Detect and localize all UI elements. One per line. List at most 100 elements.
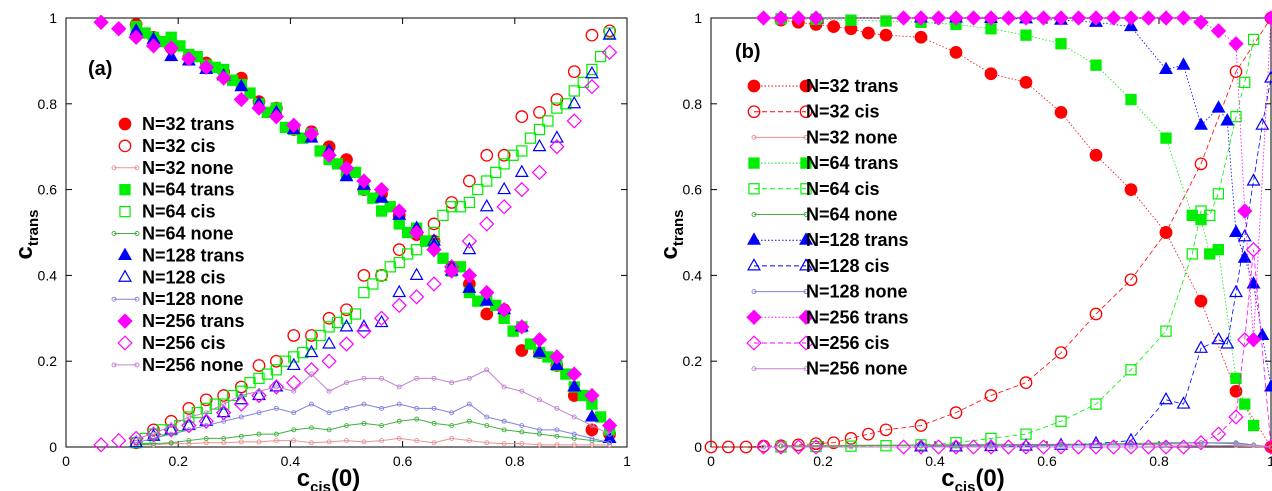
data-point: [496, 302, 512, 318]
legend-entry: N=64 none: [751, 205, 898, 225]
legend-marker: [748, 157, 760, 169]
data-point: [251, 100, 267, 116]
data-point: [256, 439, 262, 445]
data-point: [1212, 188, 1225, 200]
data-point: [1070, 439, 1087, 455]
data-point: [361, 375, 367, 381]
data-point: [446, 201, 458, 213]
data-point: [1237, 228, 1252, 242]
data-point: [308, 425, 314, 431]
legend-marker: [798, 335, 814, 351]
legend-marker: [117, 335, 133, 351]
data-point: [549, 130, 564, 143]
series-line: [136, 418, 610, 446]
data-point: [1125, 93, 1137, 106]
data-point: [1054, 106, 1068, 119]
legend-marker: [800, 183, 812, 195]
x-tick-label: 0.8: [1149, 453, 1169, 469]
legend-marker: [111, 296, 117, 302]
data-point: [1090, 398, 1102, 410]
data-point: [217, 398, 230, 410]
data-point: [1055, 415, 1067, 427]
data-point: [566, 366, 582, 382]
data-point: [221, 435, 227, 441]
data-point: [375, 269, 388, 282]
data-point: [1220, 336, 1235, 349]
data-point: [739, 440, 753, 454]
legend-marker: [119, 184, 131, 196]
series-n-256-none: [133, 367, 613, 441]
data-point: [344, 438, 349, 444]
data-point: [1035, 10, 1052, 26]
data-point: [338, 336, 355, 352]
data-point: [303, 126, 320, 142]
legend-marker: [111, 231, 117, 236]
data-point: [1124, 273, 1138, 287]
data-point: [1125, 364, 1137, 376]
data-point: [571, 414, 577, 420]
data-point: [233, 91, 249, 108]
data-point: [349, 166, 362, 179]
data-point: [466, 438, 472, 444]
legend-marker: [800, 157, 812, 169]
data-point: [1204, 209, 1216, 221]
data-point: [566, 113, 582, 129]
x-tick-label: 0.8: [505, 453, 525, 469]
panel-label: (a): [88, 58, 112, 80]
data-point: [168, 423, 174, 428]
data-point: [1194, 294, 1208, 308]
data-point: [426, 241, 442, 258]
series-n-256-trans: [755, 10, 1272, 348]
data-point: [305, 329, 318, 342]
data-point: [273, 384, 279, 390]
data-point: [379, 405, 385, 411]
legend-label: N=128 cis: [142, 267, 226, 287]
data-point: [1268, 444, 1272, 450]
data-point: [1198, 443, 1204, 449]
data-point: [567, 95, 582, 109]
data-point: [554, 442, 560, 448]
legend-label: N=64 none: [806, 205, 898, 225]
data-point: [111, 21, 127, 37]
legend-entry: N=64 none: [111, 224, 234, 244]
series-n-256-trans: [93, 14, 618, 434]
data-point: [1000, 439, 1017, 455]
data-point: [339, 319, 354, 332]
legend-label: N=64 trans: [806, 153, 899, 173]
data-point: [234, 391, 249, 405]
data-point: [444, 259, 460, 275]
data-point: [1158, 10, 1174, 26]
data-point: [501, 427, 507, 433]
data-point: [1020, 428, 1032, 440]
data-point: [431, 440, 437, 446]
data-point: [111, 432, 127, 449]
legend-label: N=128 trans: [806, 230, 909, 250]
data-point: [1263, 439, 1272, 455]
data-point: [1124, 183, 1138, 196]
data-point: [128, 29, 144, 45]
series-line: [921, 17, 1272, 388]
legend-marker: [803, 212, 809, 217]
legend-label: N=32 trans: [142, 114, 235, 134]
legend-marker: [803, 366, 809, 372]
data-point: [326, 388, 332, 394]
data-point: [1237, 332, 1253, 348]
data-point: [984, 67, 998, 81]
legend-label: N=64 none: [142, 224, 234, 244]
data-point: [584, 78, 600, 95]
data-point: [437, 209, 449, 221]
data-point: [199, 393, 213, 407]
data-point: [515, 110, 529, 124]
data-point: [554, 433, 560, 439]
data-point: [790, 439, 807, 455]
legend-label: N=64 cis: [806, 179, 880, 199]
series-n-64-cis: [130, 27, 616, 449]
data-point: [462, 280, 477, 293]
data-point: [531, 332, 548, 348]
legend-entry: N=128 cis: [118, 267, 226, 287]
data-point: [949, 45, 963, 59]
data-point: [589, 435, 595, 441]
data-point: [217, 389, 231, 402]
data-point: [1198, 440, 1204, 446]
data-point: [948, 439, 964, 455]
